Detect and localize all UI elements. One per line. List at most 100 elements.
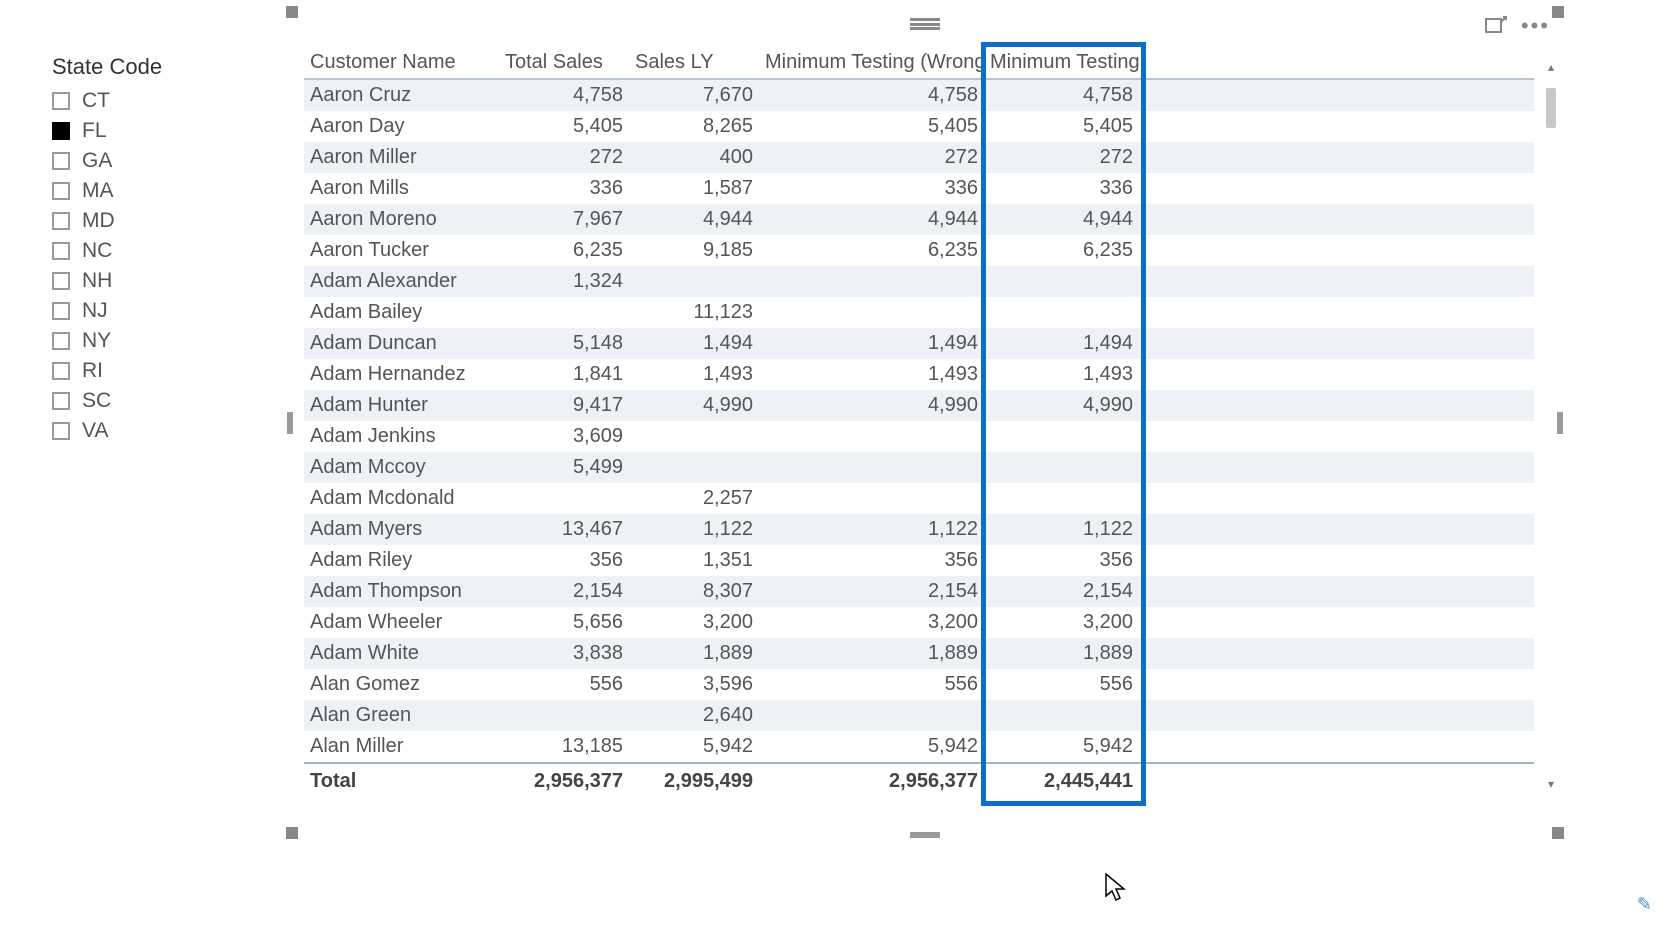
column-header-total[interactable]: Total Sales bbox=[499, 51, 629, 74]
cell-min: 1,889 bbox=[984, 642, 1139, 665]
checkbox-icon[interactable] bbox=[52, 152, 70, 170]
focus-mode-icon[interactable] bbox=[1485, 16, 1507, 36]
checkbox-icon[interactable] bbox=[52, 92, 70, 110]
cell-min: 336 bbox=[984, 177, 1139, 200]
cell-minw: 356 bbox=[759, 549, 984, 572]
table-header: Customer NameTotal SalesSales LYMinimum … bbox=[304, 46, 1534, 80]
table-row[interactable]: Adam Hernandez1,8411,4931,4931,493 bbox=[304, 359, 1534, 390]
table-row[interactable]: Adam Thompson2,1548,3072,1542,154 bbox=[304, 576, 1534, 607]
resize-handle-bl[interactable] bbox=[286, 827, 298, 839]
table-row[interactable]: Adam Mcdonald2,257 bbox=[304, 483, 1534, 514]
more-options-icon[interactable]: ••• bbox=[1521, 21, 1550, 31]
cell-total: 5,148 bbox=[499, 332, 629, 355]
scrollbar-thumb[interactable] bbox=[1546, 88, 1556, 128]
cell-minw: 5,405 bbox=[759, 115, 984, 138]
table-row[interactable]: Aaron Moreno7,9674,9444,9444,944 bbox=[304, 204, 1534, 235]
slicer-item-ny[interactable]: NY bbox=[52, 326, 252, 356]
cell-name: Adam Hunter bbox=[304, 394, 499, 417]
checkbox-icon[interactable] bbox=[52, 182, 70, 200]
checkbox-icon[interactable] bbox=[52, 242, 70, 260]
cell-name: Adam Myers bbox=[304, 518, 499, 541]
table-row[interactable]: Adam Riley3561,351356356 bbox=[304, 545, 1534, 576]
table-body: Aaron Cruz4,7587,6704,7584,758Aaron Day5… bbox=[304, 80, 1534, 762]
cell-name: Alan Green bbox=[304, 704, 499, 727]
checkbox-icon[interactable] bbox=[52, 422, 70, 440]
cell-name: Adam Duncan bbox=[304, 332, 499, 355]
table-row[interactable]: Aaron Cruz4,7587,6704,7584,758 bbox=[304, 80, 1534, 111]
table-visual[interactable]: ••• Customer NameTotal SalesSales LYMini… bbox=[290, 10, 1560, 835]
table-row[interactable]: Adam Mccoy5,499 bbox=[304, 452, 1534, 483]
scroll-up-icon[interactable]: ▴ bbox=[1544, 60, 1558, 74]
checkbox-icon[interactable] bbox=[52, 272, 70, 290]
table-row[interactable]: Adam Jenkins3,609 bbox=[304, 421, 1534, 452]
slicer-item-ma[interactable]: MA bbox=[52, 176, 252, 206]
resize-handle-left[interactable] bbox=[287, 412, 293, 434]
column-header-min[interactable]: Minimum Testing bbox=[984, 51, 1139, 74]
cell-minw: 5,942 bbox=[759, 735, 984, 758]
slicer-item-ga[interactable]: GA bbox=[52, 146, 252, 176]
table-row[interactable]: Aaron Miller272400272272 bbox=[304, 142, 1534, 173]
slicer-item-label: RI bbox=[82, 359, 103, 383]
slicer-title: State Code bbox=[52, 54, 252, 80]
checkbox-icon[interactable] bbox=[52, 332, 70, 350]
slicer-item-nc[interactable]: NC bbox=[52, 236, 252, 266]
pencil-icon[interactable]: ✎ bbox=[1637, 894, 1652, 915]
slicer-item-nh[interactable]: NH bbox=[52, 266, 252, 296]
vertical-scrollbar[interactable]: ▴ ▾ bbox=[1544, 60, 1558, 791]
table-row[interactable]: Adam Alexander1,324 bbox=[304, 266, 1534, 297]
table-row[interactable]: Aaron Day5,4058,2655,4055,405 bbox=[304, 111, 1534, 142]
table-row[interactable]: Adam Duncan5,1481,4941,4941,494 bbox=[304, 328, 1534, 359]
cell-ly: 1,351 bbox=[629, 549, 759, 572]
slicer-item-md[interactable]: MD bbox=[52, 206, 252, 236]
slicer-item-label: NC bbox=[82, 239, 112, 263]
total-cell-total: 2,956,377 bbox=[499, 770, 629, 793]
cell-name: Adam Wheeler bbox=[304, 611, 499, 634]
slicer-item-sc[interactable]: SC bbox=[52, 386, 252, 416]
cell-ly: 8,307 bbox=[629, 580, 759, 603]
column-header-minw[interactable]: Minimum Testing (Wrong) bbox=[759, 51, 984, 74]
resize-handle-tr[interactable] bbox=[1552, 6, 1564, 18]
table-row[interactable]: Aaron Mills3361,587336336 bbox=[304, 173, 1534, 204]
table-row[interactable]: Alan Green2,640 bbox=[304, 700, 1534, 731]
cell-minw: 272 bbox=[759, 146, 984, 169]
checkbox-icon[interactable] bbox=[52, 122, 70, 140]
table-row[interactable]: Adam Hunter9,4174,9904,9904,990 bbox=[304, 390, 1534, 421]
table-row[interactable]: Adam Wheeler5,6563,2003,2003,200 bbox=[304, 607, 1534, 638]
cell-min: 2,154 bbox=[984, 580, 1139, 603]
table-row[interactable]: Adam White3,8381,8891,8891,889 bbox=[304, 638, 1534, 669]
table-row[interactable]: Adam Bailey11,123 bbox=[304, 297, 1534, 328]
slicer-item-ct[interactable]: CT bbox=[52, 86, 252, 116]
cell-ly: 11,123 bbox=[629, 301, 759, 324]
slicer-item-va[interactable]: VA bbox=[52, 416, 252, 446]
column-header-ly[interactable]: Sales LY bbox=[629, 51, 759, 74]
table-row[interactable]: Alan Miller13,1855,9425,9425,942 bbox=[304, 731, 1534, 762]
cell-ly: 1,122 bbox=[629, 518, 759, 541]
resize-handle-tl[interactable] bbox=[286, 6, 298, 18]
slicer-item-ri[interactable]: RI bbox=[52, 356, 252, 386]
slicer-item-label: MD bbox=[82, 209, 115, 233]
cell-name: Aaron Moreno bbox=[304, 208, 499, 231]
checkbox-icon[interactable] bbox=[52, 212, 70, 230]
cell-ly: 400 bbox=[629, 146, 759, 169]
table-totals-row: Total2,956,3772,995,4992,956,3772,445,44… bbox=[304, 764, 1534, 798]
slicer-item-nj[interactable]: NJ bbox=[52, 296, 252, 326]
drag-handle-icon[interactable] bbox=[910, 18, 940, 30]
slicer-item-fl[interactable]: FL bbox=[52, 116, 252, 146]
checkbox-icon[interactable] bbox=[52, 392, 70, 410]
scroll-down-icon[interactable]: ▾ bbox=[1544, 777, 1558, 791]
table-row[interactable]: Adam Myers13,4671,1221,1221,122 bbox=[304, 514, 1534, 545]
resize-handle-br[interactable] bbox=[1552, 827, 1564, 839]
slicer-item-label: NH bbox=[82, 269, 112, 293]
checkbox-icon[interactable] bbox=[52, 302, 70, 320]
cell-name: Adam Mccoy bbox=[304, 456, 499, 479]
table-row[interactable]: Aaron Tucker6,2359,1856,2356,235 bbox=[304, 235, 1534, 266]
resize-handle-bottom[interactable] bbox=[910, 832, 940, 838]
cell-total: 9,417 bbox=[499, 394, 629, 417]
column-header-name[interactable]: Customer Name bbox=[304, 51, 499, 74]
cell-minw: 6,235 bbox=[759, 239, 984, 262]
cell-total: 13,467 bbox=[499, 518, 629, 541]
checkbox-icon[interactable] bbox=[52, 362, 70, 380]
table-row[interactable]: Alan Gomez5563,596556556 bbox=[304, 669, 1534, 700]
cell-total: 4,758 bbox=[499, 84, 629, 107]
cell-total: 3,838 bbox=[499, 642, 629, 665]
